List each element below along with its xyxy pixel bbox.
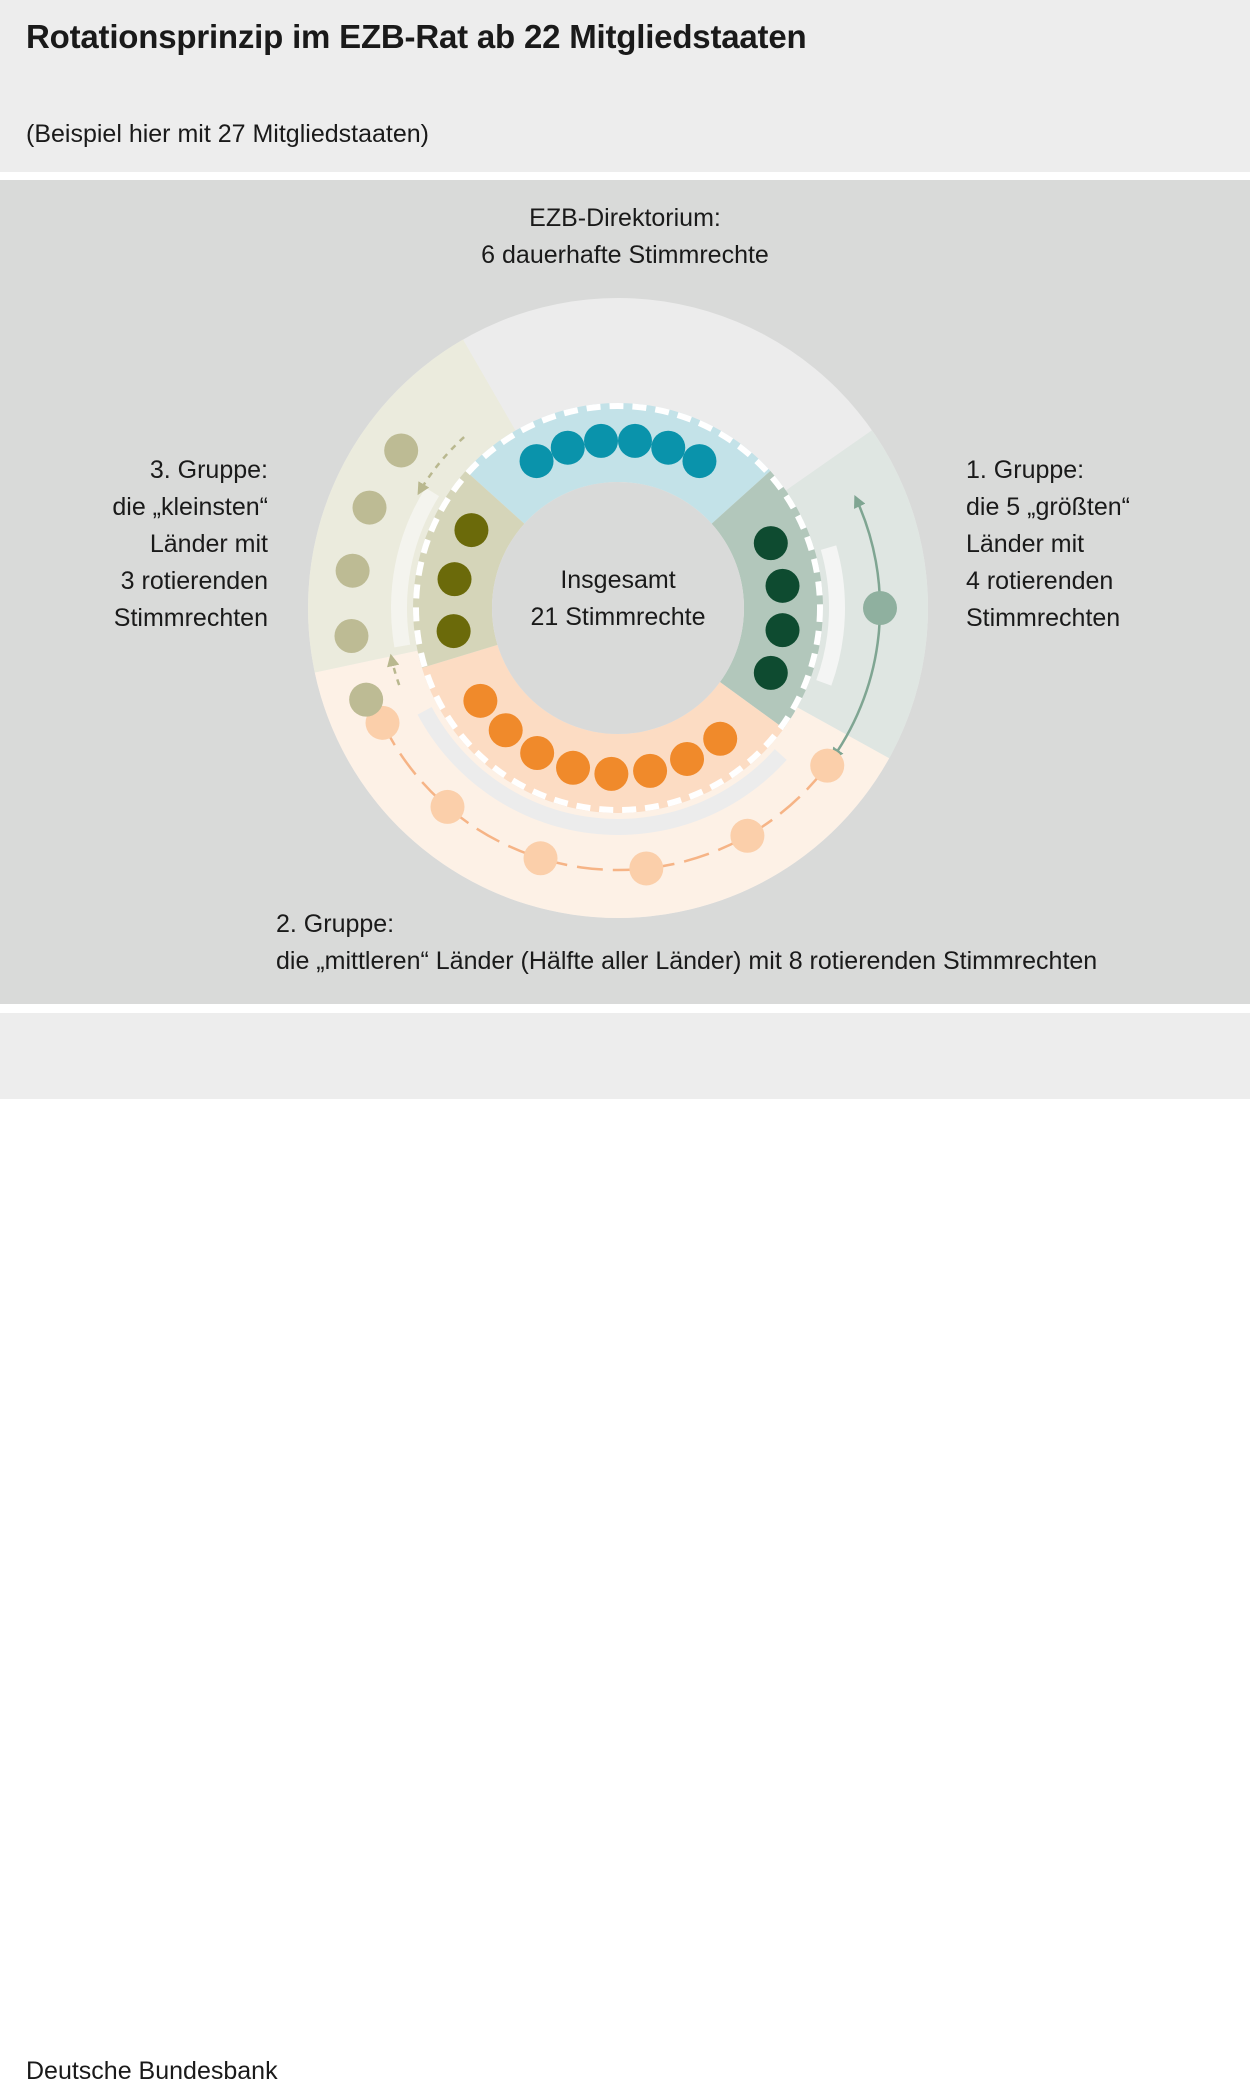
group1-inner-sector (711, 470, 823, 729)
group3-label: 3. Gruppe: die „kleinsten“ Länder mit 3 … (40, 452, 268, 637)
direktorium-label: EZB-Direktorium: 6 dauerhafte Stimmrecht… (375, 200, 875, 274)
group2-label-line-2: die „mittleren“ Länder (Hälfte aller Län… (276, 947, 1098, 975)
header-band: Rotationsprinzip im EZB-Rat ab 22 Mitgli… (0, 0, 1250, 172)
group1-label-line-1: 1. Gruppe: (966, 456, 1085, 484)
group3-waiting-dot (349, 682, 384, 717)
page-subtitle: (Beispiel hier mit 27 Mitgliedstaaten) (26, 120, 429, 148)
group3-vote-dot (437, 562, 472, 597)
group3-waiting-dot (352, 490, 387, 525)
group2-waiting-dot (430, 789, 465, 824)
group1-label-line-4: 4 rotierenden (966, 567, 1114, 595)
center-circle (492, 482, 744, 734)
group2-track (417, 707, 787, 835)
direktorium-sector (465, 403, 771, 524)
group2-vote-dot (520, 735, 555, 770)
group2-vote-dot (594, 756, 629, 791)
vote-dots (334, 423, 897, 886)
group2-label-line-1: 2. Gruppe: (276, 910, 395, 938)
direktorium-label-line-1: EZB-Direktorium: (529, 204, 721, 232)
direktorium-vote-dot (682, 444, 717, 479)
group1-waiting-dot (863, 591, 897, 625)
direktorium-vote-dot (617, 423, 652, 458)
group3-label-line-1: 3. Gruppe: (149, 456, 268, 484)
group2-vote-dot (488, 713, 523, 748)
group3-waiting-dot (384, 433, 419, 468)
group3-waiting-dot (335, 553, 370, 588)
group3-label-line-4: 3 rotierenden (120, 567, 268, 595)
group3-outer-sector (307, 339, 516, 673)
total-votes-line-1: Insgesamt (560, 566, 676, 594)
group2-vote-dot (670, 741, 705, 776)
direktorium-vote-dot (584, 423, 619, 458)
dashed-border (413, 403, 823, 813)
group3-track (391, 487, 440, 648)
group1-vote-dot (753, 526, 788, 561)
group1-vote-dot (765, 568, 800, 603)
group2-vote-dot (703, 721, 738, 756)
group2-waiting-dot (629, 851, 664, 886)
group3-waiting-dot (334, 619, 369, 654)
group1-label-line-2: die 5 „größten“ (966, 493, 1130, 521)
total-votes-label: Insgesamt 21 Stimmrechte (468, 562, 768, 636)
rotation-diagram (307, 298, 928, 918)
total-votes-line-2: 21 Stimmrechte (530, 603, 706, 631)
group2-waiting-dot (730, 818, 765, 853)
group3-rotation-arrow-out (387, 653, 402, 688)
rotation-arrows (365, 436, 882, 872)
group1-label-line-3: Länder mit (966, 530, 1085, 558)
group1-label: 1. Gruppe: die 5 „größten“ Länder mit 4 … (966, 452, 1130, 637)
group1-vote-dot (765, 613, 800, 648)
group2-rotation-arrow (365, 686, 837, 872)
group3-label-line-5: Stimmrechten (113, 604, 268, 632)
direktorium-vote-dot (550, 430, 585, 465)
group1-rotation-arrow (831, 495, 882, 761)
group3-rotation-arrow-in (417, 436, 465, 496)
group2-vote-dot (463, 683, 498, 718)
source-label: Deutsche Bundesbank (26, 2057, 278, 2085)
direktorium-label-line-2: 6 dauerhafte Stimmrechte (481, 241, 769, 269)
group3-label-line-3: Länder mit (149, 530, 268, 558)
group2-vote-dot (633, 753, 668, 788)
group2-vote-dot (556, 750, 591, 785)
direktorium-vote-dot (651, 430, 686, 465)
group1-vote-dot (753, 655, 788, 690)
group2-waiting-dot (523, 841, 558, 876)
group3-vote-dot (436, 614, 471, 649)
group3-vote-dot (454, 513, 489, 548)
direktorium-vote-dot (519, 444, 554, 479)
group3-inner-sector (413, 470, 525, 668)
group2-waiting-dot (810, 748, 845, 783)
group1-label-line-5: Stimmrechten (966, 604, 1121, 632)
page-title: Rotationsprinzip im EZB-Rat ab 22 Mitgli… (26, 18, 807, 55)
group3-label-line-2: die „kleinsten“ (112, 493, 268, 521)
group2-label: 2. Gruppe: die „mittleren“ Länder (Hälft… (276, 906, 1097, 980)
